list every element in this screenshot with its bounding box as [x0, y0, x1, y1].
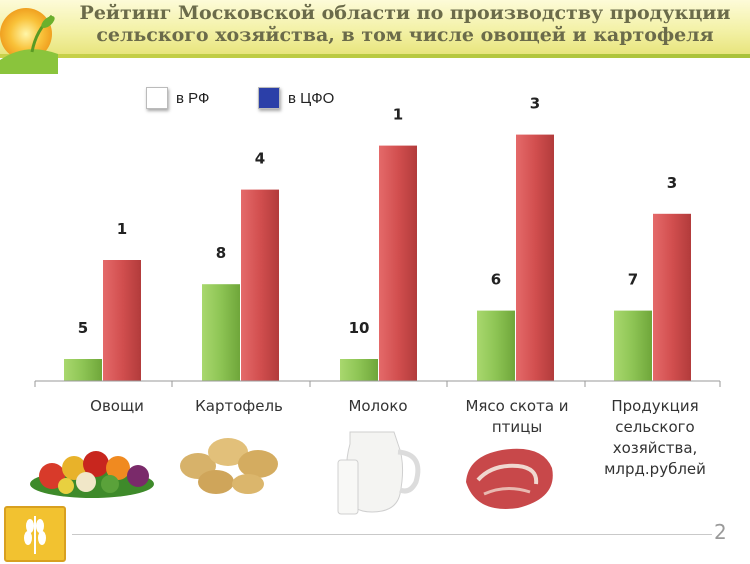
legend-swatch-rf	[146, 87, 168, 109]
title-line-2: сельского хозяйства, в том числе овощей …	[96, 24, 714, 46]
meat-image	[466, 448, 553, 509]
header-band	[0, 0, 750, 56]
bar-rf-4	[614, 310, 652, 381]
category-label-potato: Картофель	[195, 397, 283, 415]
data-label-rf-1: 8	[216, 244, 226, 262]
legend-swatch-cfo	[258, 87, 280, 109]
header-divider	[0, 54, 750, 58]
data-label-rf-2: 10	[349, 319, 370, 337]
data-label-cfo-0: 1	[117, 220, 127, 238]
legend-item-cfo: в ЦФО	[258, 86, 334, 110]
sun-logo-icon	[0, 8, 58, 74]
legend-label-rf: в РФ	[176, 89, 210, 107]
bar-cfo-1	[241, 189, 279, 381]
data-label-cfo-3: 3	[530, 95, 540, 113]
legend-label-cfo: в ЦФО	[288, 89, 335, 107]
data-label-cfo-4: 3	[667, 174, 677, 192]
category-label-vegetables: Овощи	[90, 397, 144, 415]
milk-image	[337, 431, 421, 515]
legend-item-rf: в РФ	[146, 86, 209, 110]
wheat-logo-icon	[4, 506, 66, 562]
page-title: Рейтинг Московской области по производст…	[70, 2, 740, 46]
data-label-cfo-2: 1	[393, 106, 403, 124]
potatoes-image	[180, 438, 278, 494]
bar-cfo-0	[103, 260, 141, 381]
data-label-cfo-1: 4	[255, 150, 265, 168]
bar-rf-0	[64, 359, 102, 381]
data-label-rf-3: 6	[491, 271, 501, 289]
bar-cfo-3	[516, 134, 554, 381]
category-label-milk: Молоко	[348, 397, 408, 415]
title-line-1: Рейтинг Московской области по производст…	[79, 2, 731, 24]
bar-rf-1	[202, 284, 240, 381]
vegetables-image	[30, 451, 154, 498]
bar-chart: 5 8 10 6 7 1 4 1 3 3	[34, 95, 721, 387]
page-number: 2	[714, 520, 727, 544]
bar-rf-2	[340, 359, 378, 381]
data-label-rf-0: 5	[78, 319, 88, 337]
bar-cfo-4	[653, 213, 691, 381]
category-label-meat: Мясо скота и птицы	[465, 397, 569, 436]
data-label-rf-4: 7	[628, 271, 638, 289]
footer-divider	[72, 534, 712, 535]
bar-rf-3	[477, 310, 515, 381]
bar-cfo-2	[379, 145, 417, 381]
category-label-agri-production: Продукция сельского хозяйства, млрд.рубл…	[604, 397, 706, 478]
